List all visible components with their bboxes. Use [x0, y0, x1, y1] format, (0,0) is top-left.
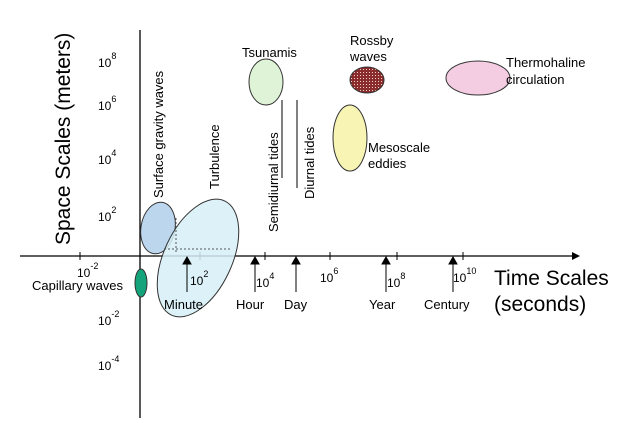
mesoscale-eddies-region — [332, 104, 368, 172]
y-tick-label: 104 — [98, 148, 116, 167]
turbulence-label: Turbulence — [207, 124, 222, 189]
x-axis-title-line2: (seconds) — [494, 293, 586, 316]
x-axis-arrowhead — [572, 252, 580, 260]
time-marker-century: Century — [424, 297, 470, 312]
x-tick-label: 104 — [256, 271, 274, 290]
semidiurnal-tides-label: Semidiurnal tides — [266, 132, 281, 232]
y-tick-label: 10-2 — [98, 309, 119, 328]
tsunamis-region — [248, 58, 284, 106]
mesoscale-eddies-label-line2: eddies — [368, 156, 407, 171]
capillary-waves-label: Capillary waves — [32, 278, 124, 293]
y-tick-label: 10-4 — [98, 354, 119, 373]
mesoscale-eddies-label-line1: Mesoscale — [368, 140, 430, 155]
time-marker-year: Year — [369, 297, 396, 312]
diurnal-tides-label: Diurnal tides — [302, 126, 317, 199]
x-tick-label: 10-2 — [77, 261, 98, 280]
y-tick-label: 106 — [98, 94, 116, 113]
tsunamis-label: Tsunamis — [242, 45, 297, 60]
y-axis-title: Space Scales (meters) — [52, 33, 75, 245]
x-tick-label: 1010 — [453, 266, 476, 285]
thermohaline-region — [445, 60, 511, 96]
x-tick-label: 102 — [190, 269, 208, 288]
time-marker-minute: Minute — [164, 297, 203, 312]
rossby-waves-region — [349, 66, 385, 94]
time-marker-hour: Hour — [236, 297, 265, 312]
y-tick-label: 102 — [98, 205, 116, 224]
x-axis-title-line1: Time Scales — [494, 267, 609, 290]
x-tick-label: 108 — [387, 271, 405, 290]
thermohaline-label-line2: circulation — [506, 72, 565, 87]
surface-gravity-waves-label: Surface gravity waves — [151, 70, 166, 198]
rossby-waves-label-line2: waves — [349, 49, 387, 64]
capillary-waves-region — [134, 268, 148, 298]
time-marker-arrows — [182, 255, 458, 292]
turbulence-region — [156, 198, 240, 318]
time-marker-day: Day — [284, 297, 308, 312]
rossby-waves-label-line1: Rossby — [350, 33, 394, 48]
thermohaline-label-line1: Thermohaline — [506, 55, 586, 70]
y-tick-label: 108 — [98, 51, 116, 70]
x-tick-label: 106 — [320, 266, 338, 285]
